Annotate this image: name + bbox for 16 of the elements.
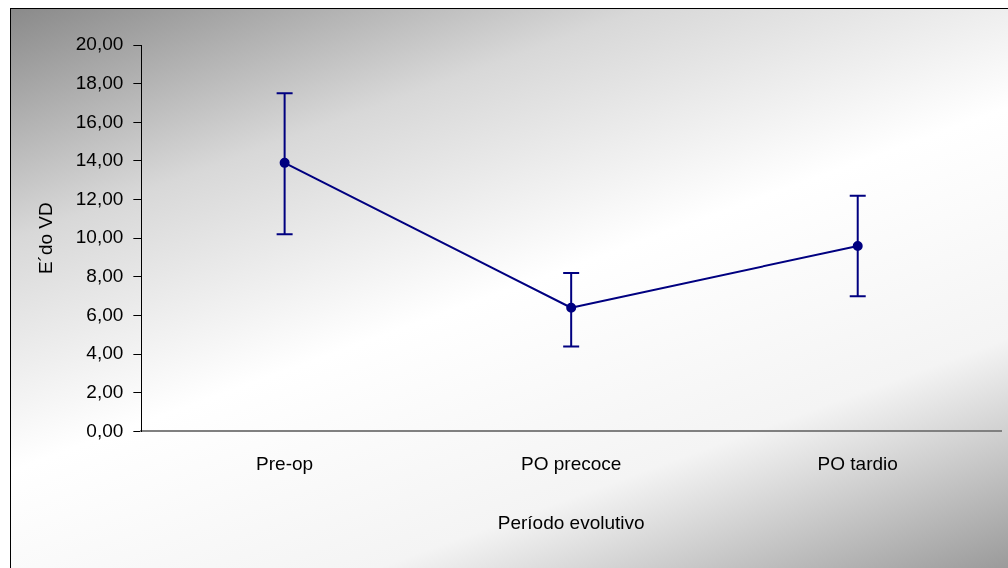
y-tick-label: 4,00 [86,342,124,364]
x-tick-label: PO precoce [521,453,622,475]
y-tick-label: 16,00 [75,110,124,132]
y-tick-label: 12,00 [75,187,124,209]
y-tick-label: 8,00 [86,265,124,287]
y-tick-label: 18,00 [75,71,124,93]
y-tick-label: 10,00 [75,226,124,248]
x-tick-label: PO tardio [817,453,898,475]
y-tick-label: 6,00 [86,303,124,325]
x-tick-label: Pre-op [256,453,314,475]
y-tick-label: 20,00 [75,33,124,55]
y-axis-title: E´do VD [34,202,56,275]
y-tick-label: 0,00 [86,419,124,441]
y-tick-label: 14,00 [75,149,124,171]
y-tick-label: 2,00 [86,380,124,402]
x-axis-title: Período evolutivo [497,511,645,533]
